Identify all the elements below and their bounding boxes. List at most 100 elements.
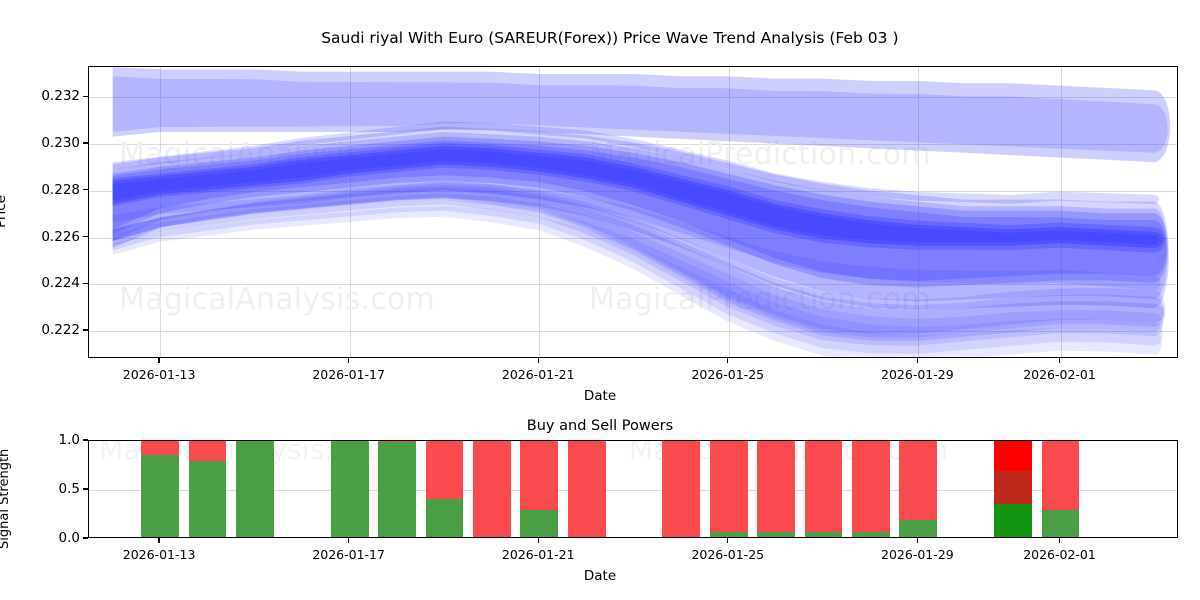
signal-bar[interactable] bbox=[757, 441, 796, 537]
signal-bar-buy bbox=[852, 532, 890, 537]
signal-bar-sell-dark bbox=[994, 471, 1033, 504]
price-gridline-v bbox=[349, 67, 351, 357]
signal-y-tick-label: 0.0 bbox=[58, 530, 80, 546]
signal-x-tick-mark bbox=[727, 538, 729, 543]
price-y-tick-label: 0.222 bbox=[41, 321, 80, 338]
price-x-tick-mark bbox=[537, 358, 539, 363]
price-wave-bands bbox=[112, 67, 1171, 357]
signal-bar[interactable] bbox=[1041, 441, 1080, 537]
price-gridline-h bbox=[89, 190, 1177, 192]
price-x-tick-label: 2026-01-25 bbox=[691, 367, 765, 382]
wave-band bbox=[112, 121, 1159, 204]
signal-bar[interactable] bbox=[662, 441, 701, 537]
signal-bar[interactable] bbox=[994, 441, 1033, 537]
price-x-tick-label: 2026-01-21 bbox=[501, 367, 575, 382]
signal-bar-sell bbox=[472, 441, 511, 537]
signal-y-tick-mark bbox=[83, 537, 88, 539]
price-gridline-v bbox=[1060, 67, 1062, 357]
signal-bar-buy bbox=[1041, 509, 1080, 537]
signal-bar[interactable] bbox=[804, 441, 843, 537]
signal-bar-sell bbox=[520, 441, 559, 510]
signal-bar-sell bbox=[141, 441, 179, 455]
price-y-tick-mark bbox=[83, 142, 88, 144]
signal-bar-sell bbox=[709, 441, 748, 533]
signal-y-tick-label: 0.5 bbox=[58, 481, 80, 497]
signal-chart-title: Buy and Sell Powers bbox=[526, 418, 674, 434]
signal-x-tick-label: 2026-01-17 bbox=[312, 547, 385, 562]
price-y-tick-mark bbox=[83, 189, 88, 191]
signal-bar[interactable] bbox=[378, 441, 416, 537]
signal-x-tick-mark bbox=[348, 538, 350, 543]
wave-band bbox=[112, 187, 1165, 334]
signal-bar[interactable] bbox=[709, 441, 748, 537]
signal-bar-buy bbox=[804, 532, 843, 537]
price-x-tick-mark bbox=[727, 358, 729, 363]
price-y-axis-label: Price bbox=[0, 195, 9, 228]
signal-bar[interactable] bbox=[472, 441, 511, 537]
signal-bar-sell bbox=[378, 441, 416, 442]
price-y-tick-label: 0.226 bbox=[41, 228, 80, 245]
signal-y-tick-mark bbox=[83, 488, 88, 490]
signal-bar-buy bbox=[709, 532, 748, 537]
signal-bar[interactable] bbox=[520, 441, 559, 537]
signal-x-tick-label: 2026-01-25 bbox=[691, 547, 765, 562]
wave-band bbox=[112, 181, 1161, 290]
signal-bar-sell bbox=[899, 441, 938, 521]
wave-band bbox=[112, 126, 1169, 311]
wave-band bbox=[112, 76, 1168, 153]
price-x-tick-label: 2026-01-29 bbox=[881, 367, 954, 382]
price-chart-plot-area: MagicalAnalysis.com MagicalPrediction.com… bbox=[88, 66, 1178, 358]
signal-bar-buy bbox=[899, 520, 938, 537]
price-y-tick-label: 0.224 bbox=[41, 275, 80, 292]
price-x-tick-label: 2026-01-17 bbox=[312, 367, 385, 382]
price-x-tick-label: 2026-02-01 bbox=[1023, 367, 1096, 382]
signal-bar-sell bbox=[852, 441, 890, 533]
signal-x-tick-mark bbox=[537, 538, 539, 543]
signal-bar[interactable] bbox=[235, 441, 274, 537]
price-y-tick-mark bbox=[83, 235, 88, 238]
signal-bar[interactable] bbox=[852, 441, 890, 537]
signal-bar[interactable] bbox=[330, 441, 369, 537]
signal-bar-sell-bright bbox=[994, 441, 1033, 472]
signal-bar-sell bbox=[757, 441, 796, 533]
signal-bar[interactable] bbox=[425, 441, 464, 537]
wave-band bbox=[112, 67, 1171, 163]
signal-bar[interactable] bbox=[188, 441, 227, 537]
wave-band bbox=[112, 149, 1159, 245]
signal-y-tick-label: 1.0 bbox=[58, 432, 80, 448]
signal-bar-buy bbox=[378, 441, 416, 537]
price-gridline-v bbox=[539, 67, 541, 357]
price-gridline-h bbox=[89, 144, 1177, 146]
price-x-tick-mark bbox=[158, 358, 160, 363]
price-y-tick-label: 0.228 bbox=[41, 181, 80, 198]
price-gridline-h bbox=[89, 284, 1177, 286]
signal-bar[interactable] bbox=[141, 441, 179, 537]
wave-band bbox=[112, 199, 1163, 354]
price-x-axis-label: Date bbox=[583, 388, 617, 404]
signal-bar-sell bbox=[567, 441, 606, 537]
signal-x-axis-label: Date bbox=[583, 568, 617, 584]
price-y-tick-mark bbox=[83, 329, 88, 331]
signal-bar-sell bbox=[804, 441, 843, 533]
price-gridline-v bbox=[918, 67, 920, 357]
wave-band bbox=[112, 193, 1163, 346]
wave-band bbox=[112, 185, 1165, 338]
signal-bar-buy bbox=[520, 509, 559, 537]
price-gridline-h bbox=[89, 237, 1177, 239]
price-gridline-v bbox=[160, 67, 162, 357]
signal-bar[interactable] bbox=[899, 441, 938, 537]
signal-x-tick-mark bbox=[1058, 538, 1061, 543]
signal-bar-sell bbox=[188, 441, 227, 461]
signal-bar[interactable] bbox=[567, 441, 606, 537]
signal-y-tick-mark bbox=[83, 439, 88, 441]
price-x-tick-mark bbox=[348, 358, 350, 363]
price-gridline-h bbox=[89, 97, 1177, 99]
signal-bar-sell bbox=[662, 441, 701, 537]
signal-bar-buy bbox=[141, 454, 179, 537]
signal-bar-buy bbox=[235, 441, 274, 537]
signal-x-tick-label: 2026-01-21 bbox=[501, 547, 575, 562]
signal-x-tick-label: 2026-02-01 bbox=[1023, 547, 1096, 562]
price-gridline-h bbox=[89, 331, 1177, 332]
price-x-tick-label: 2026-01-13 bbox=[122, 367, 196, 382]
